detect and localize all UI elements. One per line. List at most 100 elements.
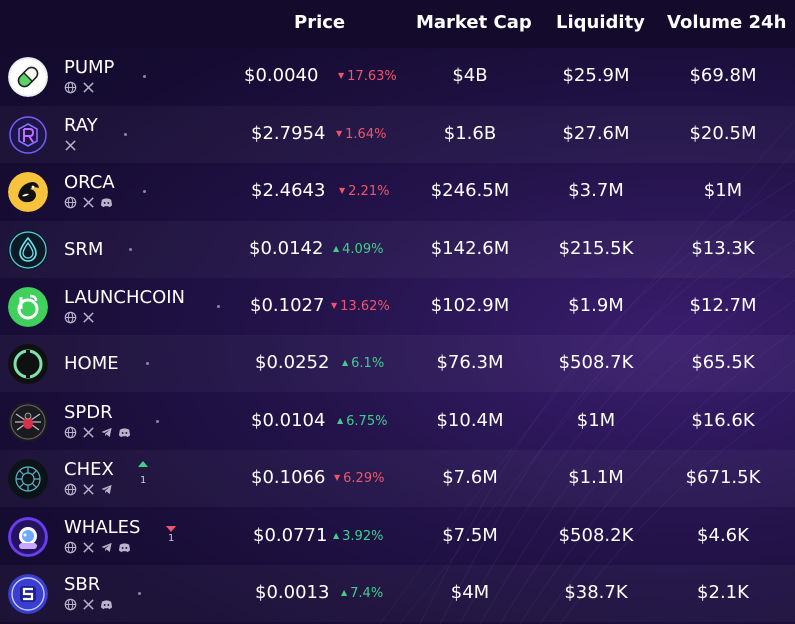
token-row[interactable]: SPDR $0.0104 ▲ 6.75% $10.4M $1M $16.6K (0, 393, 795, 450)
x-icon[interactable] (82, 196, 95, 210)
discord-icon[interactable] (100, 598, 113, 612)
token-name[interactable]: SPDR (64, 402, 113, 423)
market-cap-value: $7.6M (442, 467, 498, 488)
globe-icon[interactable] (64, 196, 77, 210)
token-name[interactable]: LAUNCHCOIN (64, 287, 186, 308)
rank-up-arrow-icon (138, 461, 148, 467)
globe-icon[interactable] (64, 426, 77, 440)
liquidity-value: $25.9M (562, 65, 630, 86)
token-name[interactable]: SBR (64, 574, 101, 595)
price-value: $0.1066 (251, 467, 326, 488)
price-change-value: 6.1% (351, 356, 385, 371)
token-row[interactable]: PUMP $0.0040 ▼ 17.63% $4B $25.9M $69.8M (0, 48, 795, 105)
market-cap-value: $10.4M (436, 410, 504, 431)
token-name[interactable]: SRM (64, 239, 104, 260)
price-change: ▲ 4.09% (333, 242, 383, 257)
price-change-value: 4.09% (342, 242, 384, 257)
token-name[interactable]: CHEX (64, 459, 114, 480)
telegram-icon[interactable] (100, 483, 113, 497)
price-change-value: 13.62% (340, 299, 390, 314)
triangle-up-icon: ▲ (333, 244, 340, 253)
status-dot (143, 190, 146, 193)
triangle-down-icon: ▼ (338, 71, 345, 80)
token-row[interactable]: CHEX 1 $0.1066 ▼ 6.29% $7.6M $1.1M $671.5K (0, 450, 795, 507)
token-name[interactable]: RAY (64, 115, 98, 136)
price-column-header[interactable]: Price (294, 12, 346, 33)
market-cap-column-header[interactable]: Market Cap (416, 12, 532, 33)
token-row[interactable]: SBR $0.0013 ▲ 7.4% $4M $38.7K $2.1K (0, 565, 795, 622)
table-header: Price Market Cap Liquidity Volume 24h (0, 0, 795, 48)
orca-logo-icon (8, 172, 48, 212)
srm-logo-icon (8, 230, 48, 270)
x-icon[interactable] (82, 483, 95, 497)
volume-value: $65.5K (691, 352, 755, 373)
market-cap-value: $102.9M (430, 295, 510, 316)
market-cap-value: $1.6B (443, 123, 497, 144)
volume-value: $4.6K (697, 525, 749, 546)
price-change-value: 17.63% (347, 69, 397, 84)
liquidity-value: $1.1M (568, 467, 624, 488)
x-icon[interactable] (82, 541, 95, 555)
market-cap-value: $7.5M (442, 525, 498, 546)
telegram-icon[interactable] (100, 541, 113, 555)
market-cap-value: $246.5M (430, 180, 510, 201)
price-value: $2.7954 (251, 123, 326, 144)
liquidity-value: $1.9M (568, 295, 624, 316)
x-icon[interactable] (82, 598, 95, 612)
x-icon[interactable] (82, 426, 95, 440)
token-row[interactable]: ORCA $2.4643 ▼ 2.21% $246.5M $3.7M $1M (0, 163, 795, 220)
price-value: $0.0252 (255, 352, 330, 373)
price-change-value: 2.21% (348, 184, 390, 199)
globe-icon[interactable] (64, 598, 77, 612)
x-icon[interactable] (82, 311, 95, 325)
triangle-down-icon: ▼ (331, 301, 338, 310)
token-name[interactable]: PUMP (64, 57, 115, 78)
price-value: $0.0040 (244, 65, 319, 86)
price-change: ▲ 6.1% (342, 356, 384, 371)
price-change: ▼ 17.63% (338, 69, 397, 84)
liquidity-value: $27.6M (562, 123, 630, 144)
token-row[interactable]: LAUNCHCOIN $0.1027 ▼ 13.62% $102.9M $1.9M $12.… (0, 278, 795, 335)
liquidity-value: $3.7M (568, 180, 624, 201)
globe-icon[interactable] (64, 541, 77, 555)
x-icon[interactable] (64, 139, 77, 153)
globe-icon[interactable] (64, 311, 77, 325)
price-change-value: 6.29% (343, 471, 385, 486)
triangle-down-icon: ▼ (339, 186, 346, 195)
pump-logo-icon (8, 57, 48, 97)
globe-icon[interactable] (64, 483, 77, 497)
token-name[interactable]: ORCA (64, 172, 115, 193)
price-value: $2.4643 (251, 180, 326, 201)
price-change-value: 7.4% (350, 586, 384, 601)
token-name[interactable]: WHALES (64, 517, 141, 538)
token-row[interactable]: WHALES 1 $0.0771 ▲ 3.92% $7.5M $508.2K $4.6K (0, 508, 795, 565)
volume-value: $671.5K (685, 467, 761, 488)
price-value: $0.1027 (250, 295, 325, 316)
ray-logo-icon (8, 115, 48, 155)
price-value: $0.0013 (255, 582, 330, 603)
token-row[interactable]: SRM $0.0142 ▲ 4.09% $142.6M $215.5K $13.3K (0, 221, 795, 278)
chex-logo-icon (8, 459, 48, 499)
volume-value: $20.5M (689, 123, 757, 144)
social-links (64, 139, 77, 153)
price-value: $0.0771 (253, 525, 328, 546)
discord-icon[interactable] (118, 541, 131, 555)
token-row[interactable]: RAY $2.7954 ▼ 1.64% $1.6B $27.6M $20.5M (0, 106, 795, 163)
price-change: ▼ 6.29% (334, 471, 384, 486)
telegram-icon[interactable] (100, 426, 113, 440)
social-links (64, 81, 95, 95)
triangle-down-icon: ▼ (334, 473, 341, 482)
volume-column-header[interactable]: Volume 24h (667, 12, 787, 33)
discord-icon[interactable] (118, 426, 131, 440)
triangle-up-icon: ▲ (333, 531, 340, 540)
x-icon[interactable] (82, 81, 95, 95)
liquidity-column-header[interactable]: Liquidity (556, 12, 645, 33)
token-name[interactable]: HOME (64, 353, 119, 374)
social-links (64, 426, 131, 440)
social-links (64, 541, 131, 555)
token-row[interactable]: HOME $0.0252 ▲ 6.1% $76.3M $508.7K $65.5K (0, 335, 795, 392)
liquidity-value: $1M (576, 410, 616, 431)
globe-icon[interactable] (64, 81, 77, 95)
liquidity-value: $38.7K (564, 582, 628, 603)
discord-icon[interactable] (100, 196, 113, 210)
